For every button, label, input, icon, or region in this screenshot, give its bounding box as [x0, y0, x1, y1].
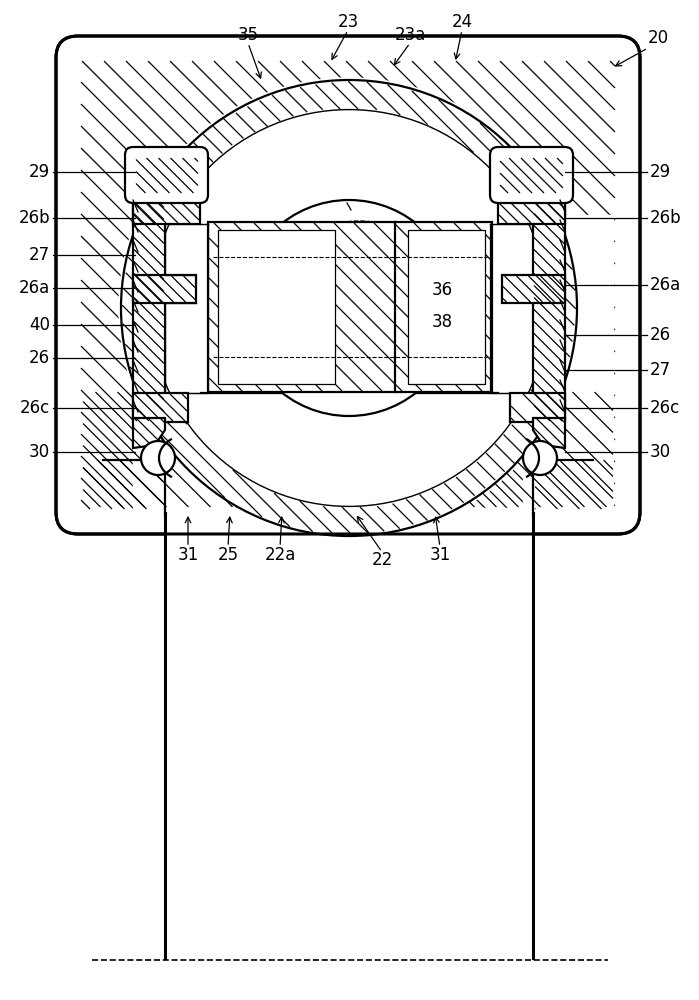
Text: 31: 31: [178, 546, 199, 564]
Text: 31: 31: [429, 546, 451, 564]
Circle shape: [523, 441, 557, 475]
Text: 23: 23: [338, 13, 359, 31]
Text: 20: 20: [648, 29, 669, 47]
FancyBboxPatch shape: [56, 36, 640, 534]
Text: 29: 29: [29, 163, 50, 181]
Text: 38: 38: [432, 313, 453, 331]
Bar: [133, 393, 188, 422]
Circle shape: [141, 441, 175, 475]
Bar: [133, 193, 200, 224]
Text: 27: 27: [650, 361, 671, 379]
Bar: [408, 230, 485, 384]
Polygon shape: [533, 418, 565, 448]
Bar: [133, 275, 196, 303]
Text: 22: 22: [371, 551, 393, 569]
Circle shape: [119, 78, 579, 538]
Text: 26: 26: [650, 326, 671, 344]
Text: 30: 30: [29, 443, 50, 461]
Text: 29: 29: [650, 163, 671, 181]
Text: 26c: 26c: [650, 399, 680, 417]
Text: 26a: 26a: [650, 276, 682, 294]
Circle shape: [121, 80, 577, 536]
Text: 26b: 26b: [18, 209, 50, 227]
Text: 30: 30: [650, 443, 671, 461]
Circle shape: [152, 111, 546, 505]
Text: 26a: 26a: [19, 279, 50, 297]
Text: 27: 27: [29, 246, 50, 264]
Bar: [133, 215, 253, 510]
Text: 23a: 23a: [394, 26, 426, 44]
Text: 24: 24: [452, 13, 473, 31]
Circle shape: [241, 200, 457, 416]
Bar: [165, 508, 533, 568]
Bar: [218, 230, 335, 384]
Bar: [502, 275, 565, 303]
Text: 25: 25: [217, 546, 238, 564]
Polygon shape: [133, 418, 165, 448]
Bar: [208, 222, 492, 392]
Bar: [523, 215, 613, 510]
Text: 40: 40: [29, 316, 50, 334]
FancyBboxPatch shape: [125, 147, 208, 203]
FancyBboxPatch shape: [490, 147, 573, 203]
Text: 26: 26: [29, 349, 50, 367]
Bar: [498, 193, 565, 224]
Text: 26c: 26c: [20, 399, 50, 417]
Text: 22a: 22a: [264, 546, 296, 564]
Text: 35: 35: [238, 26, 259, 44]
Text: 26b: 26b: [650, 209, 682, 227]
Text: 36: 36: [432, 281, 453, 299]
Bar: [510, 393, 565, 422]
Bar: [133, 193, 165, 418]
Bar: [533, 193, 565, 418]
